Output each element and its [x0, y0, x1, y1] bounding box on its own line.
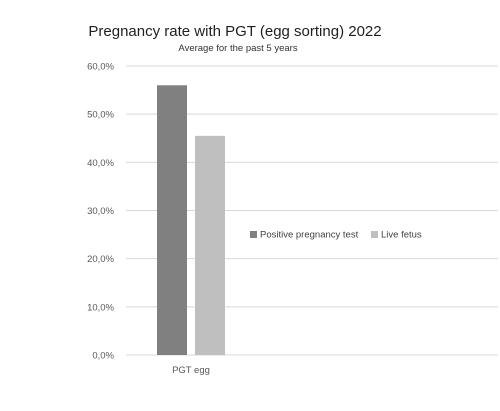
y-tick-label: 40,0% [87, 158, 114, 169]
bar-live-fetus [195, 135, 225, 355]
chart-title: Pregnancy rate with PGT (egg sorting) 20… [88, 23, 381, 40]
chart-subtitle: Average for the past 5 years [178, 43, 297, 54]
legend-label-positive-pregnancy-test: Positive pregnancy test [260, 230, 359, 241]
x-category-label: PGT egg [172, 365, 210, 376]
legend: Positive pregnancy test Live fetus [250, 230, 422, 241]
legend-swatch-positive-pregnancy-test [250, 231, 257, 238]
y-tick-label: 0,0% [92, 351, 114, 362]
x-axis-category-labels: PGT egg [172, 365, 210, 376]
bar-positive-pregnancy-test [157, 85, 187, 356]
y-tick-label: 10,0% [87, 302, 114, 313]
gridlines [126, 65, 498, 356]
y-tick-label: 20,0% [87, 254, 114, 265]
y-axis-tick-labels: 0,0% 10,0% 20,0% 30,0% 40,0% 50,0% 60,0% [87, 62, 114, 362]
y-tick-label: 50,0% [87, 110, 114, 121]
y-tick-label: 30,0% [87, 206, 114, 217]
bars [157, 85, 225, 356]
y-tick-label: 60,0% [87, 62, 114, 73]
legend-label-live-fetus: Live fetus [381, 230, 422, 241]
legend-swatch-live-fetus [371, 231, 378, 238]
